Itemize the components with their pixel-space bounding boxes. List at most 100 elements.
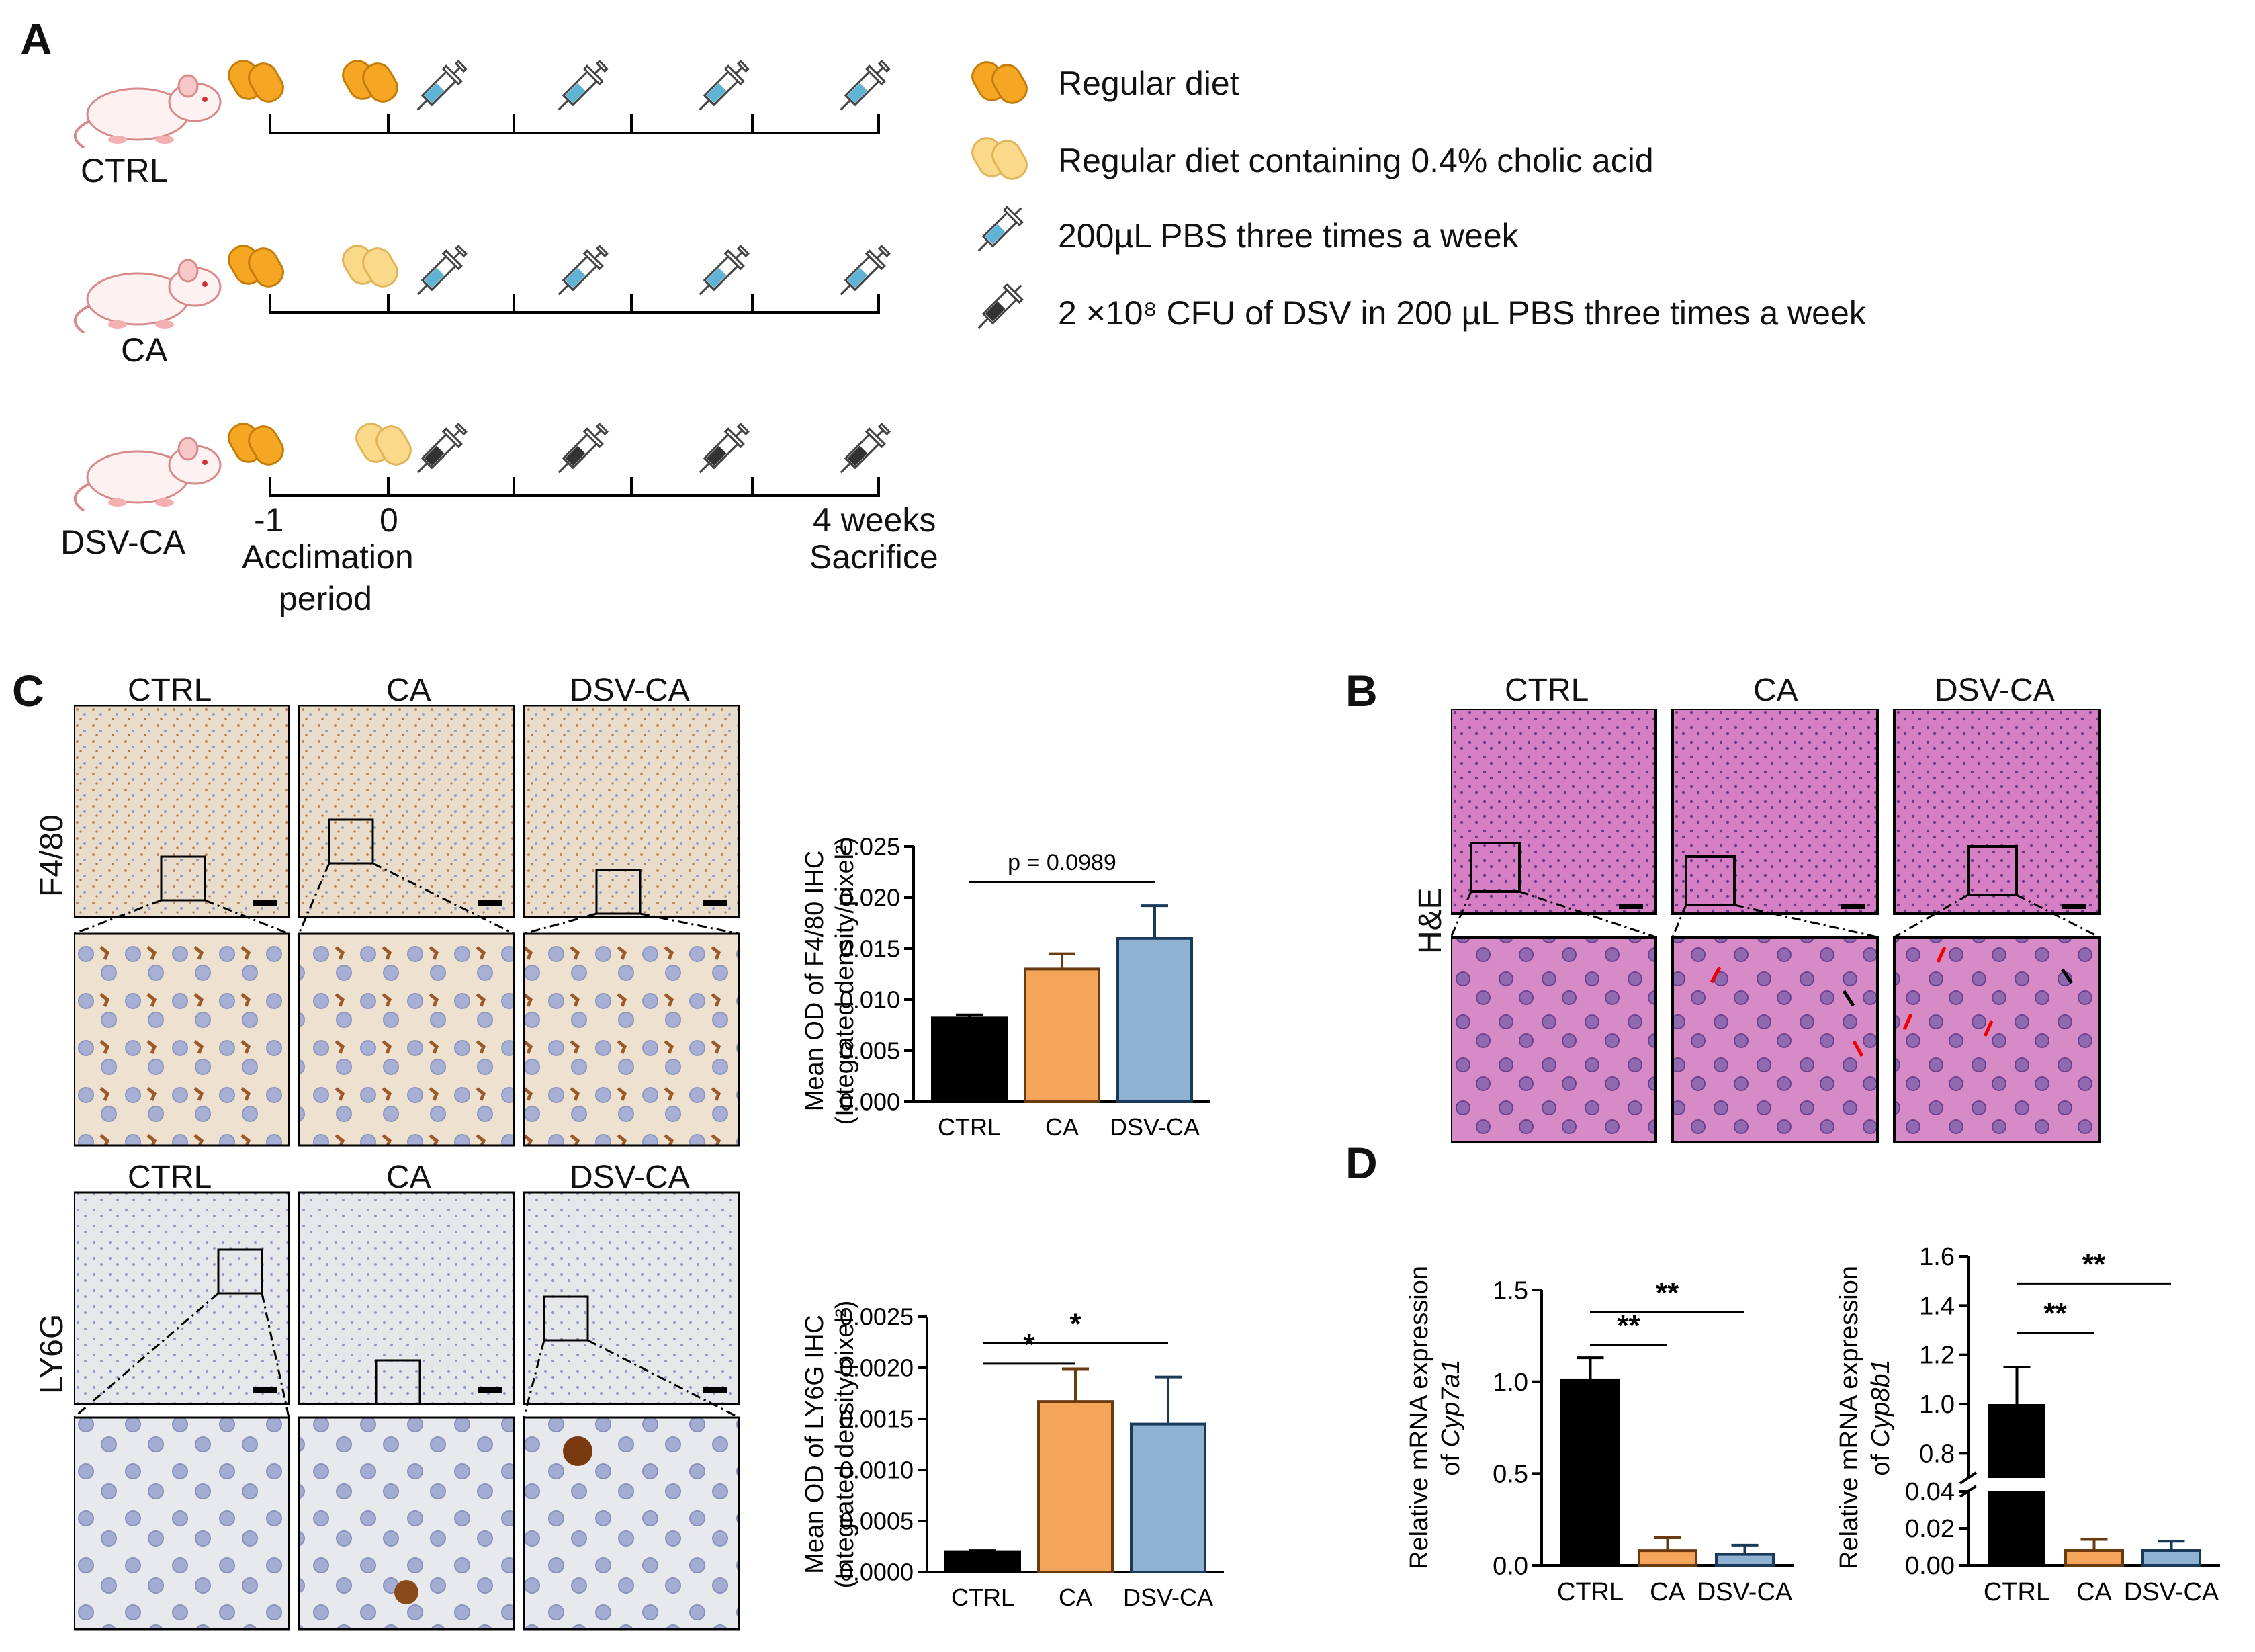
acclimation-label: Acclimation xyxy=(242,538,414,576)
significance-stars: ** xyxy=(1656,1276,1679,1309)
legend-label-pbs: 200µL PBS three times a week xyxy=(1058,217,1519,255)
y-tick-label: 1.4 xyxy=(1919,1292,1955,1320)
y-tick-label: 0.00 xyxy=(1905,1552,1955,1580)
x-tick-label: DSV-CA xyxy=(1123,1583,1213,1611)
tick-label-start: -1 xyxy=(254,501,284,539)
ly6g-lowmag-dsv-ca xyxy=(523,1191,740,1405)
dsv-syringe-icon xyxy=(832,419,894,482)
red-arrow-icon xyxy=(1936,946,1947,963)
y-tick-label: 0.5 xyxy=(1493,1461,1528,1489)
he-micrograph-grid xyxy=(1451,709,2101,1143)
y-axis-title: Mean OD of LY6G IHC xyxy=(801,1315,829,1574)
y-tick-label: 0.020 xyxy=(840,884,900,912)
he-lowmag-ctrl xyxy=(1451,709,1657,915)
y-tick-label: 0.0005 xyxy=(840,1508,914,1535)
y-tick-label: 1.2 xyxy=(1919,1342,1955,1370)
legend-label-regular-diet: Regular diet xyxy=(1058,64,1239,102)
y-tick-label: 1.6 xyxy=(1919,1243,1955,1271)
chart-f480: 0.000 0.005 0.010 0.015 0.020 0.025 CTRL CA DSV-… xyxy=(801,833,1210,1141)
significance-stars: ** xyxy=(1617,1309,1640,1342)
mouse-icon xyxy=(73,74,222,149)
y-tick-label: 0.0 xyxy=(1493,1552,1528,1580)
bar-ca xyxy=(2064,1549,2124,1567)
x-tick-label: DSV-CA xyxy=(1110,1113,1200,1141)
group-label-ca: CA xyxy=(121,331,168,369)
y-tick-label: 0.015 xyxy=(840,935,900,963)
bar-upper-ctrl xyxy=(1988,1404,2045,1478)
p-value-annotation: p = 0.0989 xyxy=(1008,850,1116,875)
significance-stars: ** xyxy=(2082,1248,2106,1280)
y-tick-label: 0.0000 xyxy=(840,1559,914,1586)
bar-dsv-ca xyxy=(1130,1422,1206,1573)
c-f480-col-ctrl: CTRL xyxy=(128,672,212,708)
y-axis-subtitle: of Cyp7a1 xyxy=(1437,1359,1465,1475)
black-arrow-icon xyxy=(1842,990,1855,1007)
legend-icons xyxy=(971,61,1028,329)
y-tick-label: 0.8 xyxy=(1919,1440,1955,1468)
c-row-label-f480: F4/80 xyxy=(34,814,70,897)
bar-ctrl xyxy=(1560,1378,1620,1567)
y-tick-label: 0.0010 xyxy=(840,1457,914,1484)
f480-highmag-ctrl xyxy=(74,932,290,1147)
pbs-syringe-icon xyxy=(408,241,471,304)
y-axis-title: Relative mRNA expression xyxy=(1835,1266,1863,1569)
he-highmag-ca xyxy=(1671,936,1879,1143)
x-tick-label: CA xyxy=(1650,1578,1685,1606)
c-f480-col-ca: CA xyxy=(386,672,431,708)
y-tick-label: 0.02 xyxy=(1905,1515,1955,1543)
dsv-syringe-icon xyxy=(408,419,471,482)
pbs-syringe-icon xyxy=(832,56,894,119)
dsv-syringe-icon xyxy=(549,419,612,482)
y-tick-label: 1.5 xyxy=(1493,1276,1528,1305)
y-tick-label: 0.025 xyxy=(840,833,900,861)
ly6g-lowmag-ctrl xyxy=(74,1191,290,1405)
y-tick-label: 0.0015 xyxy=(840,1405,914,1433)
bar-dsv-ca xyxy=(1116,937,1193,1103)
he-lowmag-ca xyxy=(1671,709,1879,915)
b-col-ctrl: CTRL xyxy=(1505,672,1589,708)
x-tick-label: DSV-CA xyxy=(2124,1578,2219,1606)
b-row-label-he: H&E xyxy=(1413,887,1448,954)
group-label-dsv-ca: DSV-CA xyxy=(60,523,186,561)
legend-label-cholic-acid: Regular diet containing 0.4% cholic acid xyxy=(1058,142,1654,179)
ly6g-highmag-ctrl xyxy=(74,1416,290,1631)
panel-label-a: A xyxy=(20,14,52,64)
y-axis-title: Mean OD of F4/80 IHC xyxy=(801,851,829,1112)
acclimation-period-label: period xyxy=(279,580,372,617)
bar-ca xyxy=(1037,1400,1114,1573)
tick-label-zero: 0 xyxy=(380,501,398,539)
y-tick-label: 0.005 xyxy=(840,1037,900,1065)
x-tick-label: CTRL xyxy=(938,1113,1001,1141)
c-ly6g-col-ctrl: CTRL xyxy=(128,1160,212,1195)
panel-label-b: B xyxy=(1345,666,1378,715)
ly6g-highmag-dsv-ca xyxy=(523,1416,740,1631)
red-arrow-icon xyxy=(1983,1020,1994,1037)
c-f480-col-dsv-ca: DSV-CA xyxy=(570,672,690,708)
legend-label-dsv: 2 ×10⁸ CFU of DSV in 200 µL PBS three ti… xyxy=(1058,294,1866,332)
chart-cyp7a1: 0.0 0.5 1.0 1.5 CTRL CA DSV-CA ** ** Relative mRN… xyxy=(1405,1266,1794,1606)
red-arrow-icon xyxy=(1852,1040,1864,1057)
c-ly6g-col-ca: CA xyxy=(386,1160,431,1195)
ihc-micrograph-grid xyxy=(74,705,740,1631)
b-col-ca: CA xyxy=(1753,672,1798,708)
timeline-diagram xyxy=(73,54,967,512)
x-tick-label: DSV-CA xyxy=(1697,1578,1793,1606)
regular-diet-icon xyxy=(222,417,290,471)
x-tick-label: CA xyxy=(1045,1113,1079,1141)
y-tick-label: 0.000 xyxy=(840,1088,900,1116)
b-col-dsv-ca: DSV-CA xyxy=(1935,672,2055,708)
x-tick-label: CA xyxy=(2076,1578,2112,1606)
f480-highmag-dsv-ca xyxy=(523,932,740,1147)
he-lowmag-dsv-ca xyxy=(1893,709,2101,915)
x-tick-label: CTRL xyxy=(1984,1578,2050,1606)
dsv-syringe-icon xyxy=(691,419,753,482)
y-tick-label: 0.0020 xyxy=(840,1354,914,1382)
y-axis-subtitle: (Integrated density/pixel²) xyxy=(831,1301,859,1589)
black-arrow-icon xyxy=(2060,968,2074,984)
tick-label-end: 4 weeks xyxy=(813,501,936,539)
f480-highmag-ca xyxy=(298,932,515,1147)
mouse-icon xyxy=(73,259,222,334)
bar-dsv-ca xyxy=(2141,1549,2201,1567)
pbs-syringe-icon xyxy=(549,241,612,304)
panel-label-c: C xyxy=(12,666,44,715)
